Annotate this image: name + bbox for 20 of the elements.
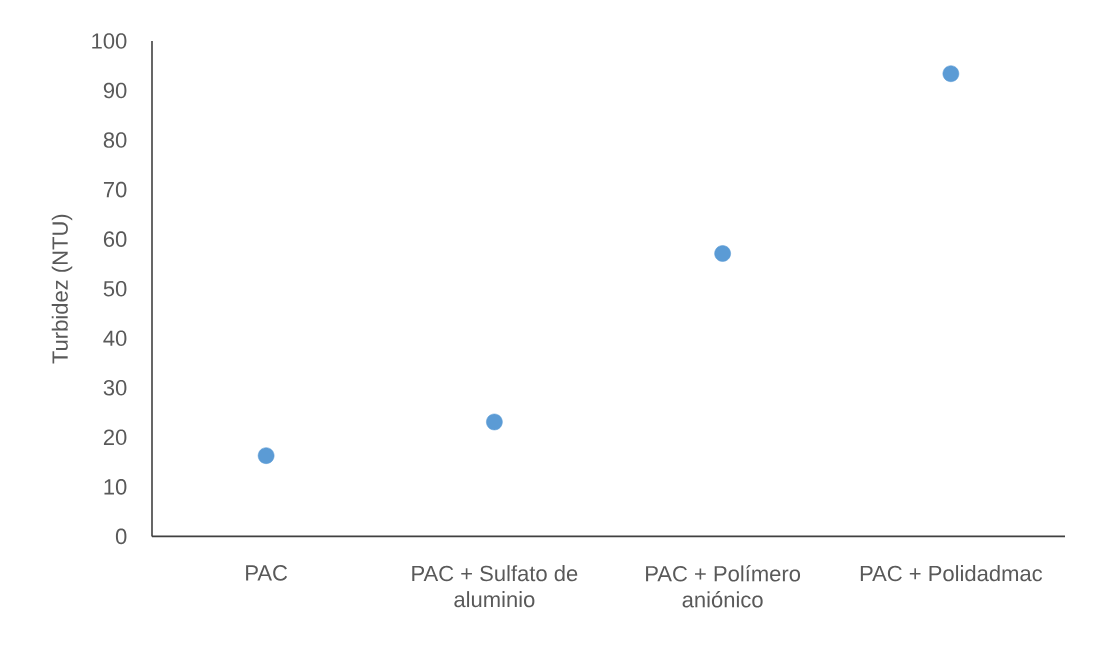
- y-tick-label: 20: [103, 429, 127, 446]
- point: [714, 245, 731, 262]
- y-tick-label: 70: [103, 181, 127, 198]
- y-tick-label: 0: [115, 528, 127, 545]
- x-tick-label: PAC + Sulfato de aluminio: [412, 565, 578, 608]
- point: [257, 447, 275, 464]
- y-tick-label: 100: [92, 33, 127, 49]
- point: [486, 413, 503, 431]
- point: [942, 65, 960, 82]
- y-tick-label: 30: [103, 379, 127, 396]
- x-tick-label: PAC + Polidadmac: [860, 565, 1043, 582]
- y-tick-label: 90: [103, 82, 127, 99]
- y-tick-label: 40: [103, 330, 127, 347]
- y-tick-label: 10: [104, 479, 127, 495]
- y-tick-label: 80: [103, 132, 127, 148]
- x-tick-label: PAC: [246, 565, 288, 581]
- y-tick-label: 50: [103, 280, 127, 297]
- x-tick-label: PAC + Polímero aniónico: [646, 565, 801, 608]
- y-axis-title: Turbidez (NTU): [51, 214, 73, 364]
- y-tick-label: 60: [103, 231, 127, 247]
